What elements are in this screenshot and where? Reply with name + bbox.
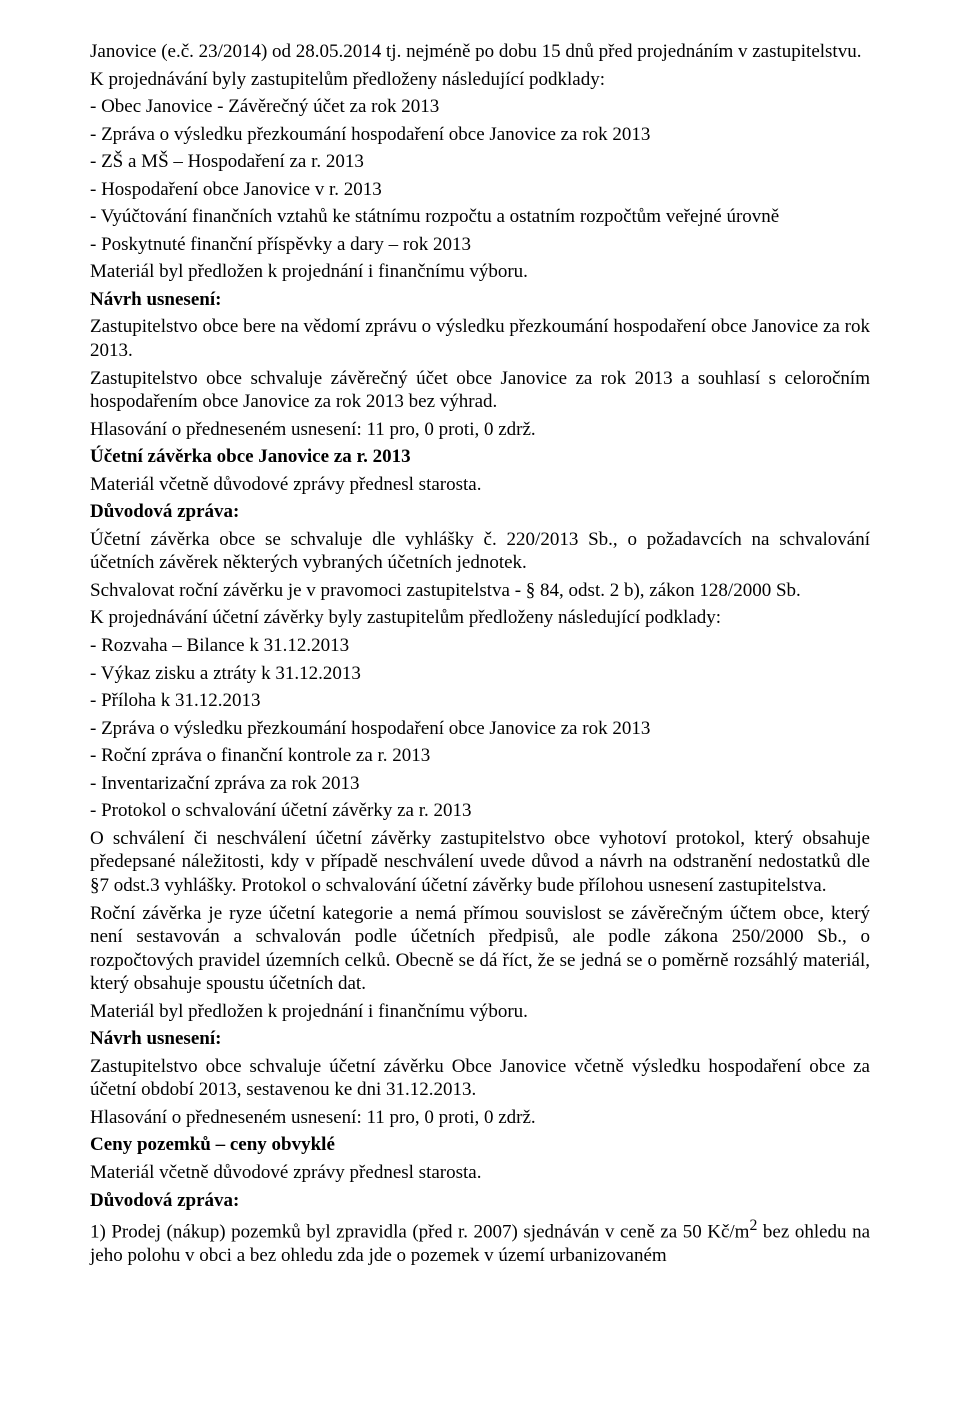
paragraph: Účetní závěrka obce se schvaluje dle vyh… [90,528,870,575]
paragraph: K projednávání byly zastupitelům předlož… [90,68,870,92]
list-item: - Zpráva o výsledku přezkoumání hospodař… [90,717,870,741]
list-item: - Výkaz zisku a ztráty k 31.12.2013 [90,662,870,686]
list-item: - Poskytnuté finanční příspěvky a dary –… [90,233,870,257]
list-item: - Rozvaha – Bilance k 31.12.2013 [90,634,870,658]
text-run: 1) Prodej (nákup) pozemků byl zpravidla … [90,1221,749,1242]
paragraph: K projednávání účetní závěrky byly zastu… [90,606,870,630]
paragraph: 1) Prodej (nákup) pozemků byl zpravidla … [90,1216,870,1267]
vote-result: Hlasování o předneseném usnesení: 11 pro… [90,1106,870,1130]
heading-proposal: Návrh usnesení: [90,288,870,312]
list-item: - Vyúčtování finančních vztahů ke státní… [90,205,870,229]
list-item: - Inventarizační zpráva za rok 2013 [90,772,870,796]
paragraph: Zastupitelstvo obce schvaluje účetní záv… [90,1055,870,1102]
list-item: - Hospodaření obce Janovice v r. 2013 [90,178,870,202]
paragraph: Materiál včetně důvodové zprávy přednesl… [90,1161,870,1185]
list-item: - Příloha k 31.12.2013 [90,689,870,713]
heading-proposal: Návrh usnesení: [90,1027,870,1051]
paragraph: Zastupitelstvo obce bere na vědomí zpráv… [90,315,870,362]
paragraph: Materiál včetně důvodové zprávy přednesl… [90,473,870,497]
list-item: - Obec Janovice - Závěrečný účet za rok … [90,95,870,119]
paragraph: Materiál byl předložen k projednání i fi… [90,1000,870,1024]
list-item: - Protokol o schvalování účetní závěrky … [90,799,870,823]
list-item: - Zpráva o výsledku přezkoumání hospodař… [90,123,870,147]
subheading: Důvodová zpráva: [90,1189,870,1213]
paragraph: Janovice (e.č. 23/2014) od 28.05.2014 tj… [90,40,870,64]
paragraph: Schvalovat roční závěrku je v pravomoci … [90,579,870,603]
paragraph: Materiál byl předložen k projednání i fi… [90,260,870,284]
list-item: - ZŠ a MŠ – Hospodaření za r. 2013 [90,150,870,174]
subheading: Důvodová zpráva: [90,500,870,524]
paragraph: O schválení či neschválení účetní závěrk… [90,827,870,898]
section-heading: Ceny pozemků – ceny obvyklé [90,1133,870,1157]
paragraph: Roční závěrka je ryze účetní kategorie a… [90,902,870,996]
section-heading: Účetní závěrka obce Janovice za r. 2013 [90,445,870,469]
paragraph: Zastupitelstvo obce schvaluje závěrečný … [90,367,870,414]
document-page: Janovice (e.č. 23/2014) od 28.05.2014 tj… [0,0,960,1331]
vote-result: Hlasování o předneseném usnesení: 11 pro… [90,418,870,442]
list-item: - Roční zpráva o finanční kontrole za r.… [90,744,870,768]
